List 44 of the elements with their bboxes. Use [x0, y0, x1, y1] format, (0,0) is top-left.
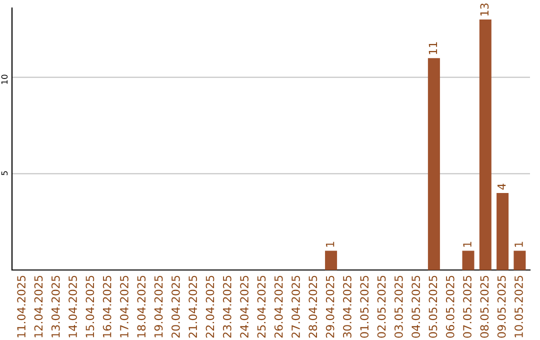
x-tick-label: 25.04.2025 [257, 276, 266, 338]
data-label: 1 [463, 242, 472, 247]
x-tick-label: 03.05.2025 [394, 276, 403, 338]
x-tick-label: 17.04.2025 [120, 276, 128, 338]
x-tick-label: 18.04.2025 [137, 276, 146, 338]
x-tick-label: 04.05.2025 [412, 276, 420, 338]
data-label: 11 [428, 42, 438, 54]
bar [462, 250, 474, 270]
x-tick-label: 08.05.2025 [480, 276, 489, 338]
x-tick-label: 27.04.2025 [292, 276, 300, 338]
x-tick-label: 07.05.2025 [463, 276, 472, 338]
x-tick-label: 02.05.2025 [377, 276, 386, 338]
x-tick-label: 28.04.2025 [308, 276, 318, 338]
bar [479, 20, 492, 270]
data-label: 4 [498, 184, 506, 190]
x-tick-label: 06.05.2025 [446, 276, 454, 338]
y-tick-label: 5 [1, 171, 8, 176]
bar [514, 250, 526, 270]
x-tick-label: 10.05.2025 [514, 276, 523, 338]
y-tick-label: 10 [1, 74, 8, 84]
bar [325, 250, 338, 270]
x-tick-label: 22.04.2025 [206, 276, 214, 338]
x-tick-label: 29.04.2025 [326, 276, 334, 338]
x-tick-label: 19.04.2025 [154, 276, 163, 338]
bar [428, 58, 440, 270]
x-tick-label: 01.05.2025 [360, 276, 369, 338]
x-tick-label: 13.04.2025 [51, 276, 60, 338]
bar [496, 192, 509, 270]
x-tick-label: 24.04.2025 [240, 276, 248, 338]
data-label: 1 [514, 242, 523, 247]
x-tick-label: 12.04.2025 [34, 276, 43, 338]
x-tick-label: 30.04.2025 [343, 276, 352, 338]
x-tick-label: 23.04.2025 [222, 276, 232, 338]
x-tick-label: 16.04.2025 [102, 276, 112, 338]
x-tick-label: 21.04.2025 [188, 276, 198, 338]
data-label: 13 [480, 4, 489, 16]
x-tick-label: 05.05.2025 [428, 276, 438, 338]
x-tick-label: 26.04.2025 [274, 276, 283, 338]
data-label: 1 [326, 242, 334, 247]
x-tick-label: 14.04.2025 [68, 276, 77, 338]
x-tick-label: 20.04.2025 [171, 276, 180, 338]
x-tick-label: 09.05.2025 [497, 276, 506, 338]
x-tick-label: 11.04.2025 [17, 276, 26, 338]
x-tick-label: 15.04.2025 [86, 276, 94, 338]
